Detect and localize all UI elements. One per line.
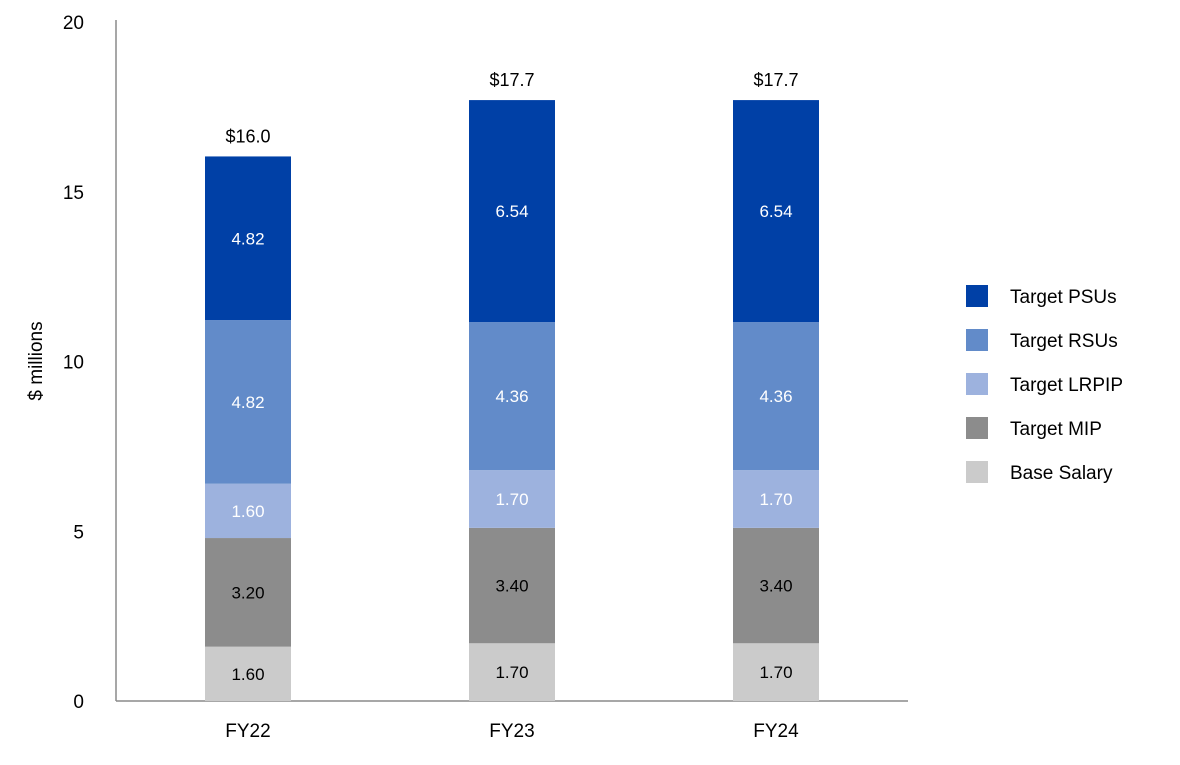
y-tick-label: 15 [63, 183, 84, 204]
bar-segment-target-mip-fy22 [205, 538, 291, 647]
data-label-target-mip-fy22: 3.20 [231, 583, 264, 602]
data-label-base-salary-fy22: 1.60 [231, 665, 264, 684]
data-label-target-psus-fy22: 4.82 [231, 229, 264, 248]
data-label-target-psus-fy23: 6.54 [495, 202, 528, 221]
bar-segment-target-rsus-fy24 [733, 322, 819, 471]
y-tick-label: 10 [63, 353, 84, 374]
total-label-fy24: $17.7 [753, 70, 798, 90]
bar-segment-target-psus-fy22 [205, 156, 291, 321]
data-label-base-salary-fy24: 1.70 [759, 663, 792, 682]
bars [205, 100, 819, 701]
y-tick-label: 0 [73, 692, 84, 713]
legend-swatch-target-lrpip [966, 373, 988, 395]
bar-segment-target-mip-fy24 [733, 527, 819, 644]
data-label-target-mip-fy23: 3.40 [495, 577, 528, 596]
legend-swatch-target-rsus [966, 329, 988, 351]
x-tick-label-fy24: FY24 [753, 721, 799, 742]
bar-segment-base-salary-fy23 [469, 643, 555, 701]
bar-segment-target-psus-fy23 [469, 100, 555, 323]
data-label-target-rsus-fy22: 4.82 [231, 393, 264, 412]
y-axis-label: $ millions [26, 321, 47, 400]
data-label-target-rsus-fy24: 4.36 [759, 387, 792, 406]
legend: Target PSUs Target RSUs Target LRPIP Target… [966, 285, 1123, 484]
data-label-target-psus-fy24: 6.54 [759, 202, 792, 221]
data-labels: 1.60 3.20 1.60 4.82 4.82 $16.0 1.70 3.40 1.70 4.3… [225, 70, 798, 684]
data-label-target-lrpip-fy23: 1.70 [495, 490, 528, 509]
legend-swatch-base-salary [966, 461, 988, 483]
data-label-base-salary-fy23: 1.70 [495, 663, 528, 682]
data-label-target-lrpip-fy22: 1.60 [231, 502, 264, 521]
bar-segment-target-lrpip-fy23 [469, 470, 555, 528]
legend-label-target-rsus: Target RSUs [1010, 331, 1118, 352]
bar-segment-target-mip-fy23 [469, 527, 555, 644]
total-label-fy23: $17.7 [489, 70, 534, 90]
bar-segment-target-lrpip-fy24 [733, 470, 819, 528]
data-label-target-mip-fy24: 3.40 [759, 577, 792, 596]
y-tick-label: 20 [63, 13, 84, 34]
x-tick-label-fy23: FY23 [489, 721, 534, 742]
bar-segment-target-lrpip-fy22 [205, 483, 291, 539]
bar-segment-target-psus-fy24 [733, 100, 819, 323]
legend-label-base-salary: Base Salary [1010, 463, 1113, 484]
y-tick-label: 5 [73, 522, 84, 543]
legend-label-target-lrpip: Target LRPIP [1010, 375, 1123, 396]
data-label-target-lrpip-fy24: 1.70 [759, 490, 792, 509]
x-tick-label-fy22: FY22 [225, 721, 270, 742]
bar-segment-base-salary-fy24 [733, 643, 819, 701]
legend-swatch-target-mip [966, 417, 988, 439]
data-label-target-rsus-fy23: 4.36 [495, 387, 528, 406]
legend-swatch-target-psus [966, 285, 988, 307]
bar-segment-base-salary-fy22 [205, 646, 291, 701]
bar-segment-target-rsus-fy23 [469, 322, 555, 471]
legend-label-target-psus: Target PSUs [1010, 287, 1117, 308]
total-label-fy22: $16.0 [225, 126, 270, 146]
bar-segment-target-rsus-fy22 [205, 320, 291, 484]
legend-label-target-mip: Target MIP [1010, 419, 1102, 440]
